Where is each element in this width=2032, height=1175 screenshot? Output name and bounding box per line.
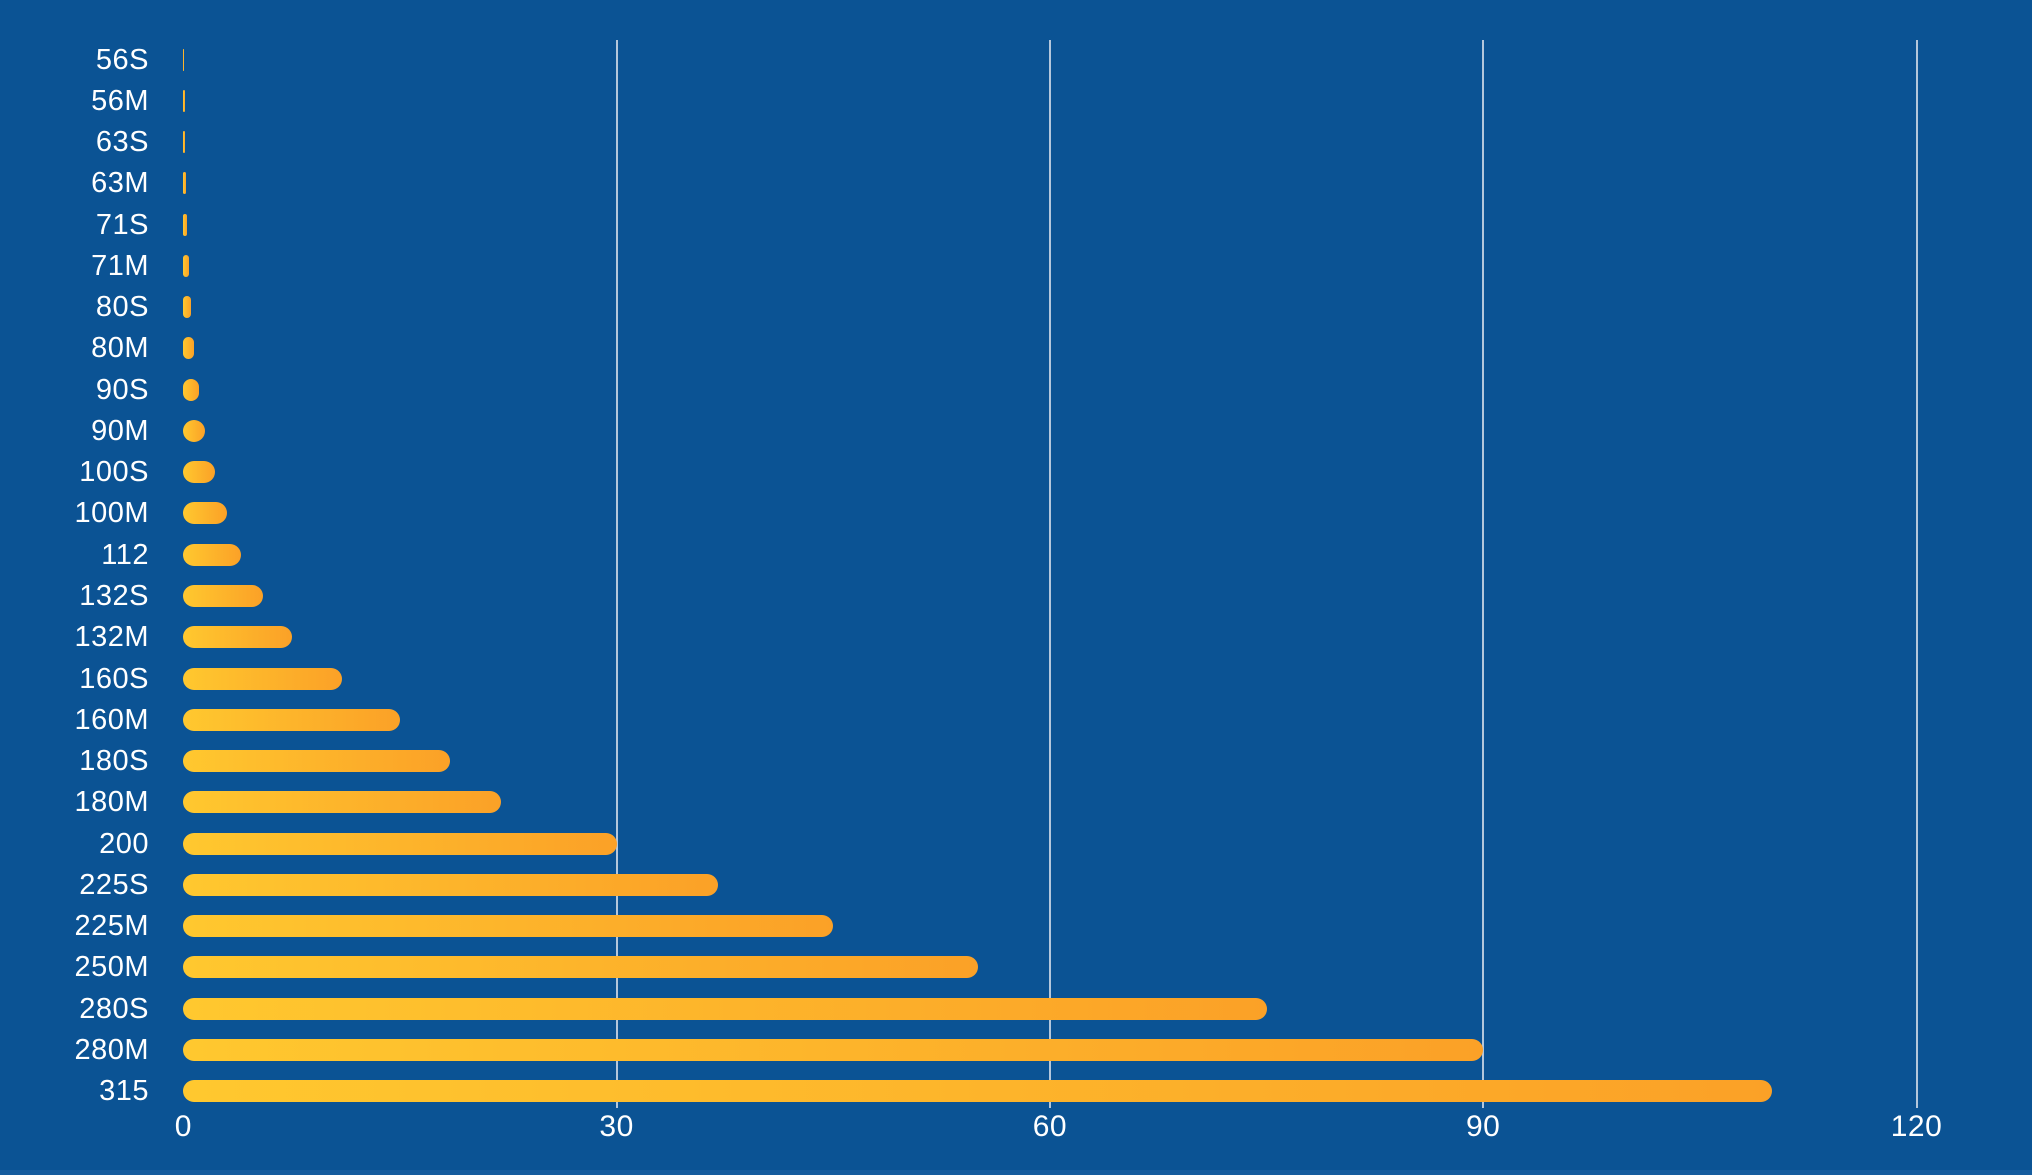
bar-63M bbox=[183, 172, 186, 195]
bar-100S bbox=[183, 461, 216, 484]
bar-132M bbox=[183, 626, 292, 649]
category-label-180S: 180S bbox=[79, 745, 149, 778]
category-label-132S: 132S bbox=[79, 580, 149, 612]
x-axis-tick-label-90: 90 bbox=[1466, 1110, 1501, 1143]
bar-90M bbox=[183, 419, 205, 442]
category-label-280M: 280M bbox=[74, 1033, 149, 1066]
bar-63S bbox=[183, 131, 186, 154]
bar-180M bbox=[183, 791, 502, 814]
bar-56S bbox=[183, 48, 185, 71]
bar-112 bbox=[183, 543, 242, 566]
category-label-80S: 80S bbox=[95, 291, 149, 324]
bar-90S bbox=[183, 378, 200, 401]
bar-225M bbox=[183, 915, 834, 938]
category-label-56S: 56S bbox=[95, 43, 149, 76]
category-label-225S: 225S bbox=[79, 868, 149, 901]
category-label-100S: 100S bbox=[79, 456, 149, 489]
x-axis-tick-label-120: 120 bbox=[1890, 1110, 1943, 1143]
bar-180S bbox=[183, 750, 451, 773]
x-axis-tick-label-60: 60 bbox=[1032, 1110, 1068, 1143]
bar-132S bbox=[183, 585, 263, 607]
bar-315 bbox=[183, 1080, 1773, 1103]
category-label-100M: 100M bbox=[74, 497, 149, 530]
category-label-80M: 80M bbox=[91, 332, 149, 365]
category-label-56M: 56M bbox=[91, 84, 149, 117]
bar-225S bbox=[183, 873, 718, 896]
x-axis-tick-label-30: 30 bbox=[599, 1110, 634, 1143]
bar-71S bbox=[183, 213, 187, 236]
category-label-160M: 160M bbox=[74, 703, 149, 736]
bar-100M bbox=[183, 502, 227, 525]
bar-160M bbox=[183, 708, 400, 731]
category-label-160S: 160S bbox=[79, 662, 149, 695]
bar-280M bbox=[183, 1038, 1484, 1061]
x-axis-tick-label-0: 0 bbox=[174, 1110, 192, 1143]
category-label-132M: 132M bbox=[74, 621, 149, 654]
category-label-315: 315 bbox=[99, 1075, 149, 1108]
category-label-200: 200 bbox=[99, 827, 149, 860]
gridline-90 bbox=[1482, 40, 1485, 1108]
category-label-71S: 71S bbox=[95, 208, 149, 241]
category-label-225M: 225M bbox=[74, 910, 149, 943]
category-label-63M: 63M bbox=[91, 167, 149, 200]
gridline-30 bbox=[615, 40, 618, 1108]
category-label-250M: 250M bbox=[74, 951, 149, 984]
category-label-180M: 180M bbox=[74, 786, 149, 819]
category-label-112: 112 bbox=[101, 538, 149, 571]
bottom-edge-strip bbox=[0, 1170, 2032, 1175]
bar-280S bbox=[183, 997, 1267, 1020]
category-label-90M: 90M bbox=[91, 414, 149, 447]
bar-200 bbox=[183, 832, 617, 855]
bar-250M bbox=[183, 956, 978, 979]
category-label-71M: 71M bbox=[91, 249, 149, 282]
category-label-63S: 63S bbox=[95, 126, 149, 159]
gridline-60 bbox=[1048, 40, 1051, 1108]
category-label-90S: 90S bbox=[95, 373, 149, 406]
bar-56M bbox=[183, 89, 185, 112]
category-label-280S: 280S bbox=[79, 992, 149, 1025]
bar-71M bbox=[183, 254, 189, 277]
bar-160S bbox=[183, 667, 343, 690]
bar-80S bbox=[183, 296, 192, 319]
gridline-120 bbox=[1915, 40, 1918, 1108]
bar-80M bbox=[183, 337, 195, 360]
